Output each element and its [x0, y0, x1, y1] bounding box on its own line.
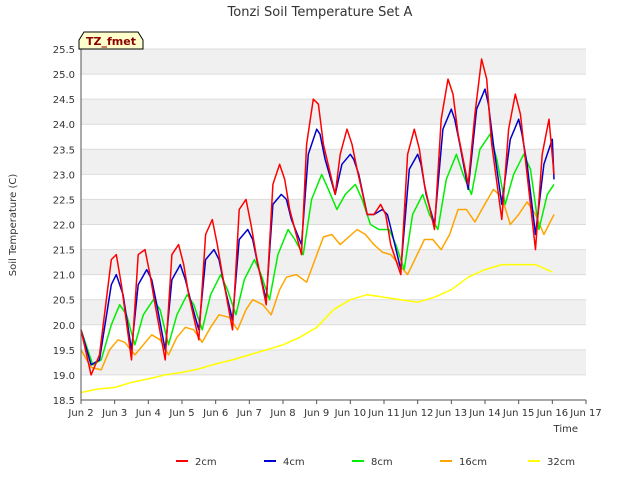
legend-label-4cm: 4cm [283, 457, 305, 468]
y-tick-label: 22.0 [53, 221, 75, 232]
y-tick-label: 21.0 [53, 271, 75, 282]
plot-band [81, 99, 586, 125]
y-tick-label: 20.0 [53, 321, 75, 332]
x-tick-label: Jun 5 [168, 408, 194, 419]
x-tick-label: Jun 17 [569, 408, 602, 419]
series-line-2cm [80, 58, 555, 376]
x-tick-label: Jun 8 [269, 408, 295, 419]
legend: 2cm 4cm 8cm 16cm 32cm [176, 457, 575, 468]
plot-band [81, 299, 586, 325]
legend-label-2cm: 2cm [195, 457, 217, 468]
y-axis-label: Soil Temperature (C) [8, 174, 19, 277]
site-badge-shape [78, 31, 144, 50]
y-tick-label: 18.5 [53, 396, 75, 407]
legend-label-8cm: 8cm [371, 457, 393, 468]
axes [80, 49, 587, 404]
plot-band [81, 49, 586, 75]
y-tick-label: 19.5 [53, 346, 75, 357]
x-tick-label: Jun 7 [236, 408, 262, 419]
y-tick-label: 25.0 [53, 70, 75, 81]
series-line-8cm [80, 133, 555, 366]
series-layer [80, 58, 555, 394]
y-tick-label: 24.0 [53, 120, 75, 131]
x-axis-label: Time [553, 424, 578, 435]
series-line-32cm [80, 263, 553, 394]
plot-band [81, 124, 586, 150]
x-tick-label: Jun 10 [334, 408, 367, 419]
x-tick-label: Jun 15 [502, 408, 535, 419]
tick-labels: 18.5 19.0 19.5 20.0 20.5 21.0 21.5 22.0 22.5 23.0… [53, 45, 602, 419]
site-badge-label: TZ_fmet [86, 35, 136, 48]
x-tick-label: Jun 11 [367, 408, 400, 419]
x-tick-label: Jun 2 [67, 408, 93, 419]
x-tick-label: Jun 6 [202, 408, 228, 419]
y-tick-label: 19.0 [53, 371, 75, 382]
y-tick-label: 24.5 [53, 95, 75, 106]
x-tick-label: Jun 3 [101, 408, 127, 419]
plot-band [81, 349, 586, 375]
x-tick-label: Jun 4 [135, 408, 161, 419]
plot-band [81, 249, 586, 275]
y-tick-label: 23.0 [53, 170, 75, 181]
site-badge: TZ_fmet [78, 31, 144, 50]
y-tick-label: 23.5 [53, 145, 75, 156]
plot-band [81, 374, 586, 400]
x-tick-label: Jun 9 [303, 408, 329, 419]
y-tick-label: 25.5 [53, 45, 75, 56]
x-tick-label: Jun 14 [468, 408, 501, 419]
x-tick-label: Jun 12 [401, 408, 434, 419]
plot-band [81, 149, 586, 175]
legend-label-32cm: 32cm [547, 457, 575, 468]
x-tick-label: Jun 13 [435, 408, 468, 419]
plot-band [81, 74, 586, 100]
plot-band [81, 274, 586, 300]
y-tick-label: 22.5 [53, 195, 75, 206]
y-tick-label: 20.5 [53, 296, 75, 307]
chart-title: Tonzi Soil Temperature Set A [227, 5, 413, 20]
legend-label-16cm: 16cm [459, 457, 487, 468]
x-tick-label: Jun 16 [536, 408, 569, 419]
y-tick-label: 21.5 [53, 246, 75, 257]
plot-bands [81, 49, 586, 400]
